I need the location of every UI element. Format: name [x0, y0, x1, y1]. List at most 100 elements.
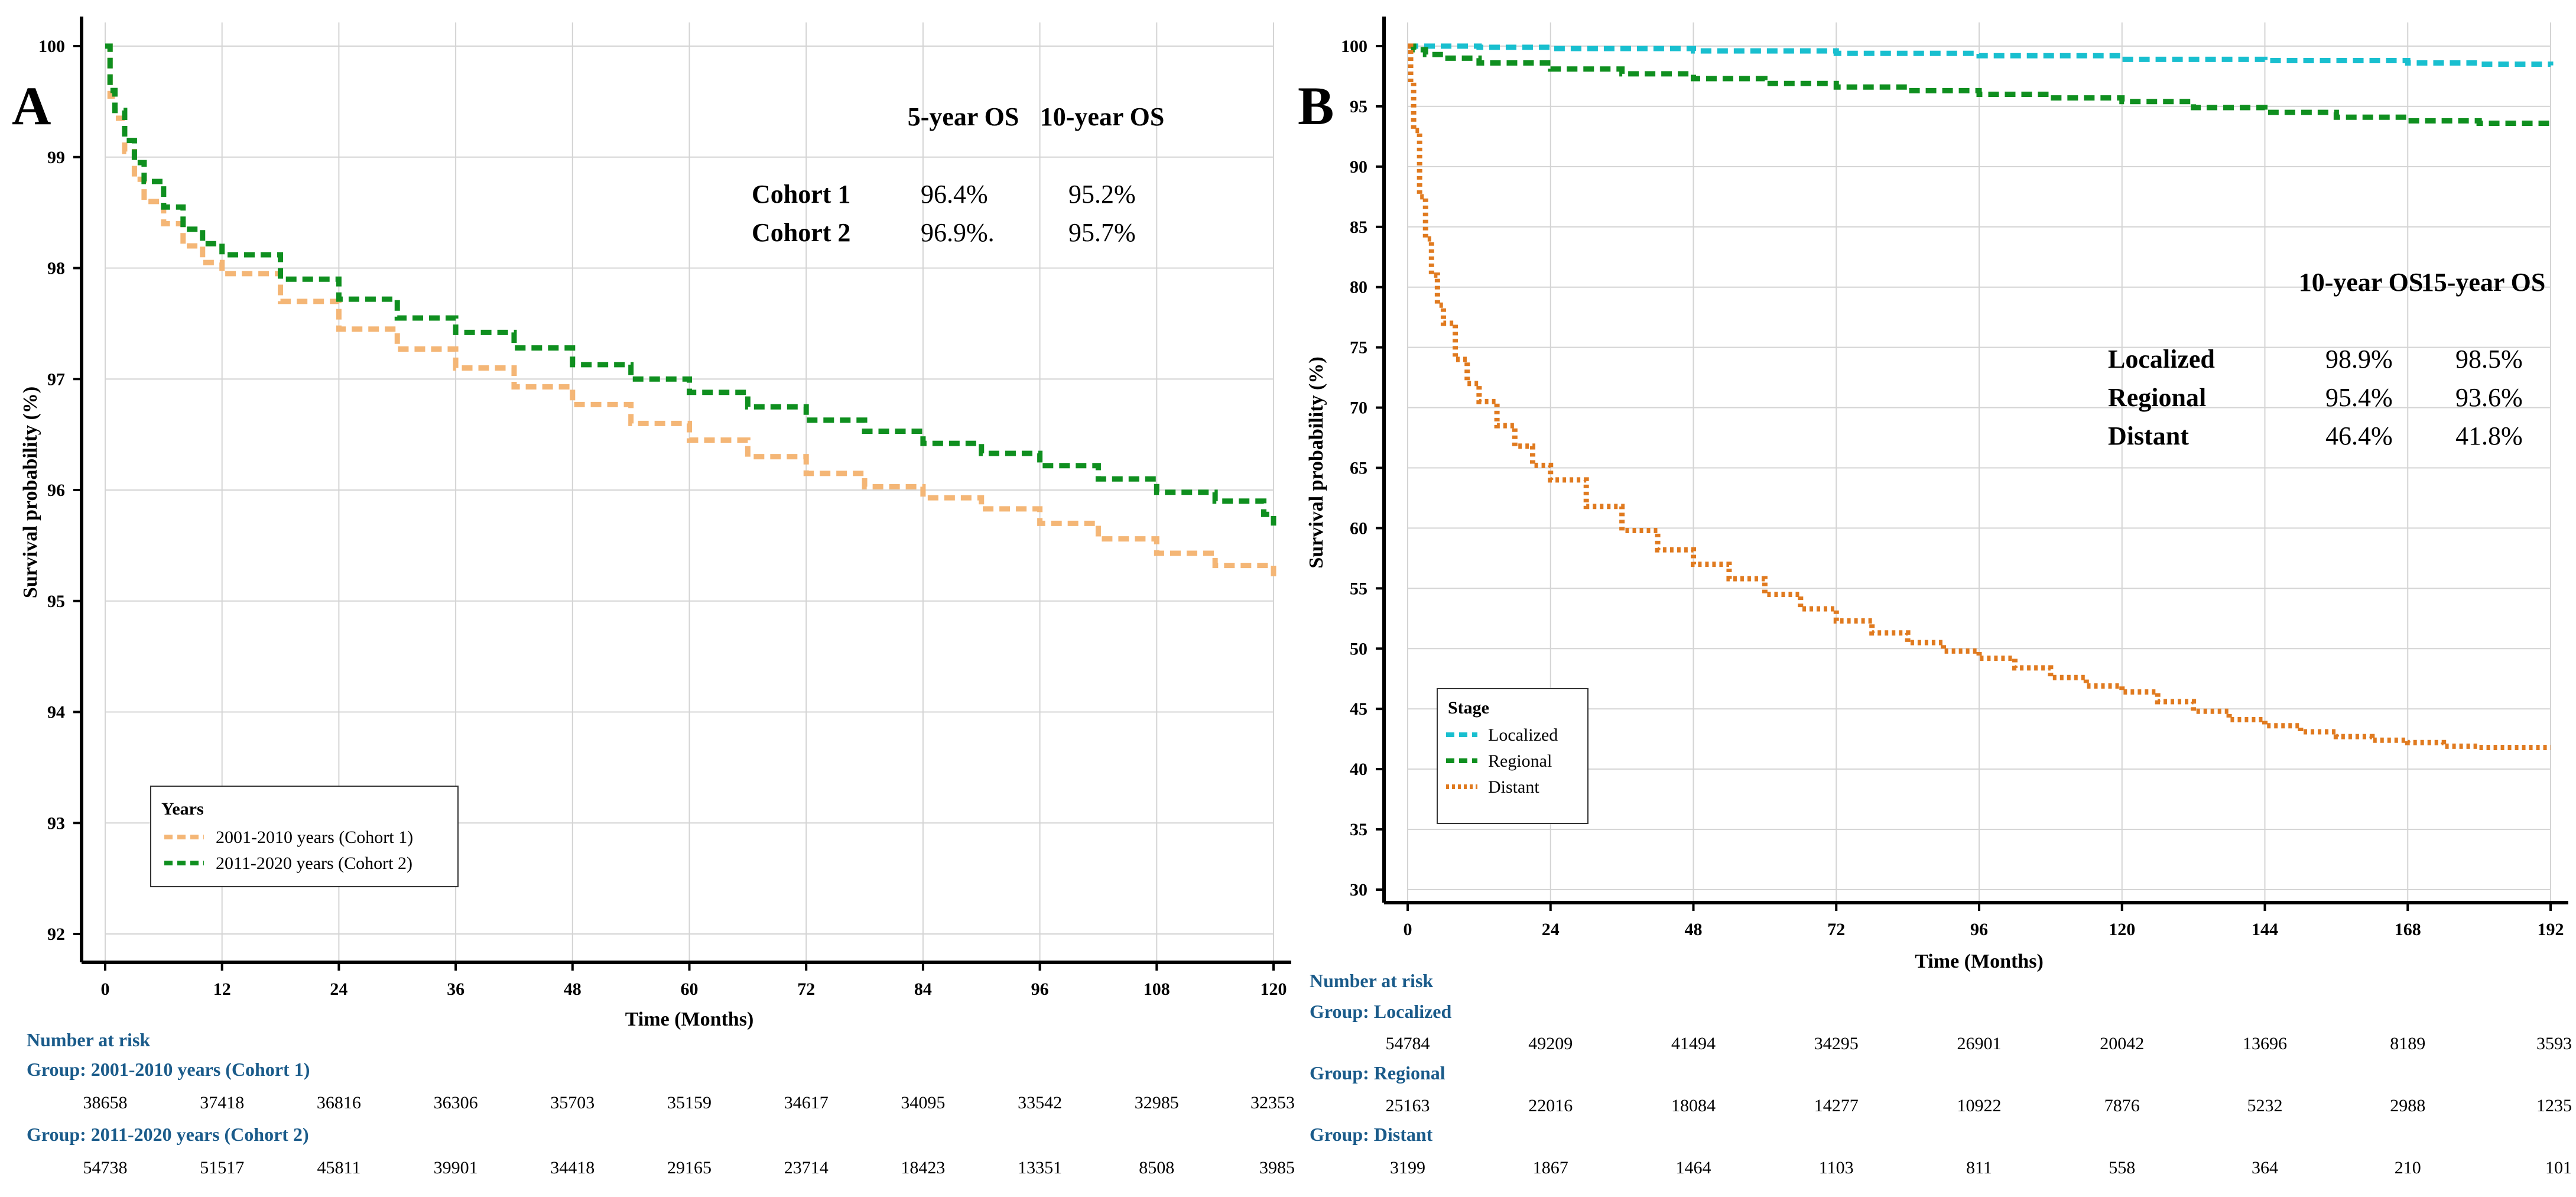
risk-count: 3985 [1259, 1158, 1295, 1177]
risk-count: 18084 [1671, 1096, 1716, 1115]
risk-count: 10922 [1957, 1096, 2002, 1115]
x-tick-label: 108 [1144, 979, 1170, 999]
risk-count: 35159 [667, 1093, 712, 1112]
x-tick-label: 24 [330, 979, 347, 999]
x-tick-label: 96 [1970, 920, 1988, 939]
risk-count: 33542 [1018, 1093, 1062, 1112]
y-tick-label: 97 [47, 369, 65, 389]
risk-count: 20042 [2100, 1034, 2144, 1053]
risk-count: 34095 [901, 1093, 945, 1112]
y-tick-label: 99 [47, 148, 65, 167]
y-tick-label: 98 [47, 259, 65, 278]
legend-entry: Regional [1488, 751, 1552, 771]
risk-count: 25163 [1386, 1096, 1430, 1115]
y-tick-label: 35 [1350, 820, 1367, 839]
x-tick-label: 48 [564, 979, 582, 999]
os-table-row-label: Localized [2108, 345, 2215, 374]
y-tick-label: 65 [1350, 459, 1367, 478]
risk-count: 38658 [83, 1093, 128, 1112]
risk-count: 7876 [2104, 1096, 2140, 1115]
risk-count: 34418 [550, 1158, 595, 1177]
risk-count: 210 [2395, 1158, 2421, 1177]
panel-label: B [1298, 76, 1334, 136]
risk-count: 8189 [2390, 1034, 2425, 1053]
y-tick-label: 75 [1350, 338, 1367, 358]
risk-count: 26901 [1957, 1034, 2002, 1053]
os-table-value: 95.4% [2325, 383, 2393, 412]
x-axis-label: Time (Months) [625, 1008, 754, 1030]
y-tick-label: 85 [1350, 218, 1367, 237]
os-table-value: 96.9%. [921, 218, 995, 247]
y-tick-label: 100 [38, 37, 65, 56]
y-tick-label: 60 [1350, 518, 1367, 538]
risk-count: 3593 [2536, 1034, 2572, 1053]
os-table-row-label: Regional [2108, 383, 2206, 412]
y-tick-label: 95 [1350, 97, 1367, 116]
risk-count: 29165 [667, 1158, 712, 1177]
risk-group-label: Group: Localized [1310, 1001, 1452, 1022]
x-tick-label: 120 [1261, 979, 1287, 999]
os-table-value: 46.4% [2325, 421, 2393, 450]
y-tick-label: 55 [1350, 579, 1367, 598]
y-tick-label: 92 [47, 924, 65, 944]
x-tick-label: 84 [914, 979, 932, 999]
os-table-value: 93.6% [2455, 383, 2523, 412]
risk-count: 364 [2252, 1158, 2278, 1177]
legend: Years 2001-2010 years (Cohort 1) 2011-2020… [150, 786, 459, 887]
y-tick-label: 93 [47, 813, 65, 833]
x-tick-label: 36 [447, 979, 464, 999]
legend-title: Years [161, 799, 204, 819]
risk-count: 32353 [1250, 1093, 1295, 1112]
x-tick-label: 120 [2109, 920, 2135, 939]
y-tick-label: 100 [1341, 37, 1367, 56]
legend-entry: Localized [1488, 725, 1558, 745]
os-table-header: 10-year OS [2299, 268, 2424, 297]
risk-count: 5232 [2247, 1096, 2283, 1115]
risk-group-label: Group: 2011-2020 years (Cohort 2) [27, 1124, 309, 1145]
risk-count: 45811 [317, 1158, 360, 1177]
legend-box [150, 786, 459, 887]
chart-panel-a: A 0 12 24 36 48 60 72 84 96 108 120 92 93 94 95 96 97 98 99… [12, 17, 1295, 1177]
series-line-distant [1408, 43, 2551, 750]
risk-count: 1464 [1676, 1158, 1711, 1177]
risk-table: Number at risk Group: 2001-2010 years (Co… [27, 1029, 1295, 1177]
risk-count: 101 [2545, 1158, 2572, 1177]
x-tick-label: 72 [797, 979, 815, 999]
x-tick-label: 24 [1542, 920, 1560, 939]
y-tick-label: 90 [1350, 157, 1367, 177]
os-table-value: 95.2% [1068, 180, 1136, 209]
panel-label: A [12, 76, 51, 136]
risk-count: 34617 [784, 1093, 829, 1112]
risk-count: 35703 [550, 1093, 595, 1112]
x-tick-label: 0 [1404, 920, 1412, 939]
risk-count: 34295 [1814, 1034, 1859, 1053]
y-tick-label: 30 [1350, 880, 1367, 900]
os-table-row-label: Cohort 1 [752, 180, 850, 209]
risk-count: 18423 [901, 1158, 945, 1177]
risk-count: 37418 [200, 1093, 244, 1112]
risk-count: 13696 [2243, 1034, 2287, 1053]
risk-count: 2988 [2390, 1096, 2425, 1115]
risk-count: 36306 [434, 1093, 478, 1112]
legend-title: Stage [1448, 698, 1489, 718]
risk-table: Number at risk Group: Localized 54784 49209… [1310, 970, 2572, 1177]
y-tick-label: 40 [1350, 760, 1367, 779]
y-tick-label: 95 [47, 592, 65, 611]
risk-table-title: Number at risk [1310, 970, 1433, 991]
risk-table-title: Number at risk [27, 1029, 150, 1050]
y-tick-label: 94 [47, 703, 65, 722]
risk-count: 22016 [1528, 1096, 1573, 1115]
x-tick-label: 168 [2395, 920, 2421, 939]
risk-count: 1867 [1533, 1158, 1568, 1177]
risk-group-label: Group: Distant [1310, 1124, 1433, 1145]
os-table-value: 95.7% [1068, 218, 1136, 247]
legend-entry: 2001-2010 years (Cohort 1) [216, 828, 413, 847]
y-tick-label: 80 [1350, 278, 1367, 297]
x-axis-label: Time (Months) [1915, 951, 2044, 972]
os-table-header: 5-year OS [908, 102, 1019, 131]
os-table-value: 98.5% [2455, 345, 2523, 374]
risk-count: 39901 [434, 1158, 478, 1177]
risk-count: 54738 [83, 1158, 128, 1177]
series-line-localized [1408, 43, 2554, 67]
x-tick-label: 192 [2538, 920, 2564, 939]
